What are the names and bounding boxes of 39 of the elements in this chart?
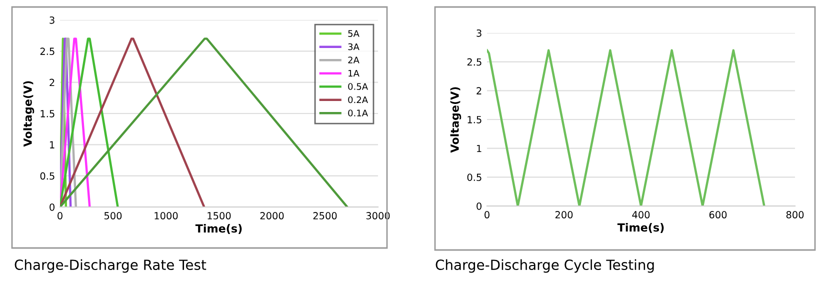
x-tick-label: 800	[786, 211, 804, 218]
y-tick-label: 0.5	[40, 172, 54, 180]
y-tick-label: 2	[476, 87, 482, 94]
text: Charge-Discharge Rate Test	[14, 259, 206, 273]
y-tick-label: 1	[50, 141, 54, 148]
legend-label: 2A	[348, 56, 360, 64]
y-tick-label: 0	[476, 202, 482, 210]
legend-label: 0.2A	[348, 96, 368, 104]
text: Charge-Discharge Cycle Testing	[436, 259, 654, 273]
y-axis-title: Voltage(V)	[23, 81, 34, 147]
x-tick-label: 200	[555, 211, 573, 218]
legend-label: 5A	[348, 30, 360, 37]
legend-label: 0.1A	[348, 110, 368, 116]
y-tick-label: 3	[50, 16, 54, 24]
legend-label: 3A	[348, 43, 360, 50]
x-tick-label: 3000	[366, 212, 390, 220]
x-tick-label: 600	[709, 211, 727, 218]
x-axis-title: Time(s)	[617, 223, 664, 233]
x-tick-label: 0	[58, 212, 62, 220]
x-tick-label: 500	[104, 212, 122, 220]
y-tick-label: 2	[50, 78, 54, 86]
x-tick-label: 0	[484, 211, 490, 218]
y-axis-title: Voltage(V)	[450, 87, 462, 153]
x-axis-title: Time(s)	[195, 224, 242, 234]
y-tick-label: 0.5	[467, 174, 482, 181]
x-tick-label: 1000	[154, 212, 178, 220]
y-tick-label: 2.5	[467, 58, 482, 66]
x-tick-label: 400	[632, 211, 650, 218]
y-tick-label: 0	[50, 203, 54, 211]
y-tick-label: 2.5	[40, 48, 54, 55]
y-tick-label: 1.5	[468, 116, 482, 124]
legend-label: 1A	[348, 70, 360, 77]
y-tick-label: 1.5	[40, 110, 54, 118]
y-tick-label: 3	[476, 29, 482, 37]
legend-label: 0.5A	[348, 83, 368, 90]
y-tick-label: 1	[477, 144, 482, 152]
x-tick-label: 1500	[208, 212, 231, 220]
x-tick-label: 2500	[313, 212, 337, 220]
x-tick-label: 2000	[260, 212, 284, 220]
